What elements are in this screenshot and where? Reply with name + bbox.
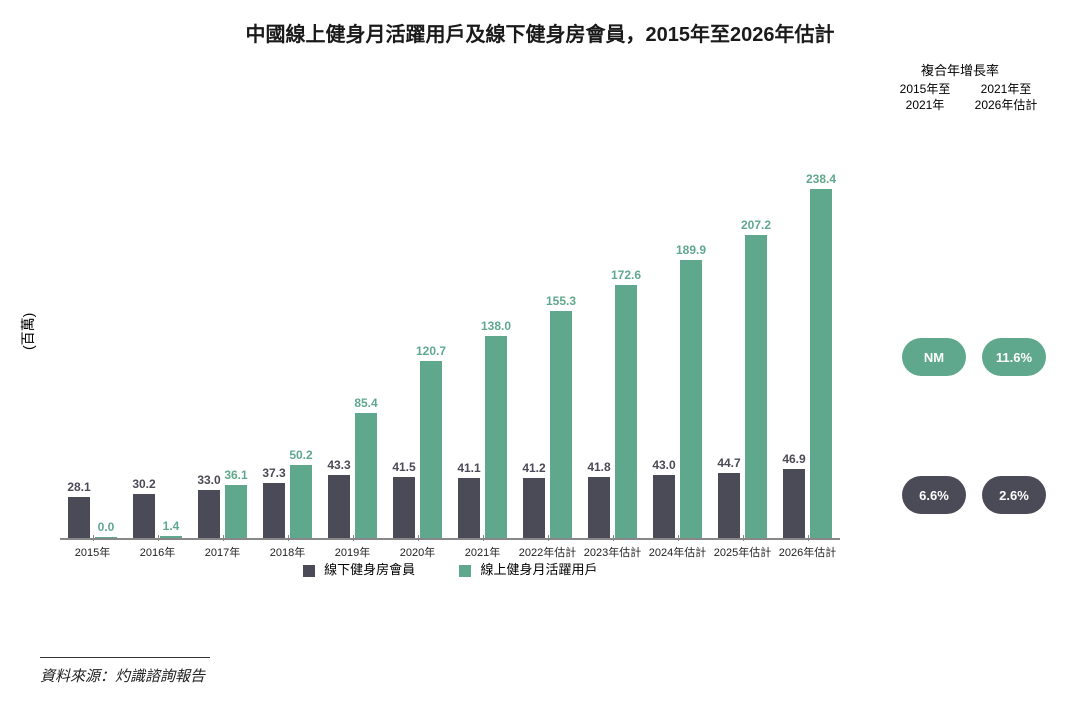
bar-label-offline: 43.3 bbox=[327, 458, 350, 475]
bar-label-offline: 41.5 bbox=[392, 460, 415, 477]
category-group: 2015年28.10.0 bbox=[60, 130, 125, 538]
bar-online: 36.1 bbox=[225, 485, 247, 538]
bar-offline: 41.2 bbox=[523, 478, 545, 538]
bar-label-online: 1.4 bbox=[163, 519, 180, 536]
bar-label-online: 189.9 bbox=[676, 243, 706, 260]
bar-label-online: 155.3 bbox=[546, 294, 576, 311]
x-category-label: 2015年 bbox=[60, 538, 125, 560]
category-group: 2018年37.350.2 bbox=[255, 130, 320, 538]
category-group: 2019年43.385.4 bbox=[320, 130, 385, 538]
legend-swatch-offline bbox=[303, 565, 315, 577]
bar-online: 0.0 bbox=[95, 537, 117, 538]
bar-offline: 44.7 bbox=[718, 473, 740, 538]
bar-label-offline: 30.2 bbox=[132, 477, 155, 494]
plot-area: 2015年28.10.02016年30.21.42017年33.036.1201… bbox=[60, 130, 840, 540]
legend: 線下健身房會員 線上健身月活躍用戶 bbox=[60, 559, 840, 578]
bar-online: 172.6 bbox=[615, 285, 637, 538]
bar-offline: 46.9 bbox=[783, 469, 805, 538]
x-category-label: 2026年估計 bbox=[775, 538, 840, 560]
bar-online: 50.2 bbox=[290, 465, 312, 539]
category-group: 2016年30.21.4 bbox=[125, 130, 190, 538]
category-group: 2020年41.5120.7 bbox=[385, 130, 450, 538]
cagr-pill-online-p2: 11.6% bbox=[982, 338, 1046, 376]
cagr-pill-offline-p1: 6.6% bbox=[902, 476, 966, 514]
cagr-pill-online-p1: NM bbox=[902, 338, 966, 376]
bar-online: 120.7 bbox=[420, 361, 442, 538]
bar-online: 1.4 bbox=[160, 536, 182, 538]
x-category-label: 2020年 bbox=[385, 538, 450, 560]
legend-label-online: 線上健身月活躍用戶 bbox=[480, 562, 597, 577]
bar-offline: 30.2 bbox=[133, 494, 155, 538]
category-group: 2021年41.1138.0 bbox=[450, 130, 515, 538]
y-axis-label: (百萬) bbox=[18, 313, 38, 350]
bar-label-offline: 41.2 bbox=[522, 461, 545, 478]
bar-label-offline: 33.0 bbox=[197, 473, 220, 490]
cagr-header: 複合年增長率 bbox=[880, 60, 1040, 79]
x-category-label: 2021年 bbox=[450, 538, 515, 560]
chart-area: 2015年28.10.02016年30.21.42017年33.036.1201… bbox=[60, 130, 840, 570]
bar-label-online: 120.7 bbox=[416, 344, 446, 361]
bar-online: 138.0 bbox=[485, 336, 507, 538]
x-category-label: 2022年估計 bbox=[515, 538, 580, 560]
bar-offline: 37.3 bbox=[263, 483, 285, 538]
bar-label-online: 138.0 bbox=[481, 319, 511, 336]
bar-label-offline: 46.9 bbox=[782, 452, 805, 469]
bar-offline: 41.8 bbox=[588, 477, 610, 538]
bar-label-offline: 44.7 bbox=[717, 456, 740, 473]
bar-label-offline: 37.3 bbox=[262, 466, 285, 483]
source-divider bbox=[40, 657, 210, 658]
bar-label-online: 85.4 bbox=[354, 396, 377, 413]
bar-offline: 28.1 bbox=[68, 497, 90, 538]
category-group: 2025年估計44.7207.2 bbox=[710, 130, 775, 538]
bar-label-online: 207.2 bbox=[741, 218, 771, 235]
bar-online: 207.2 bbox=[745, 235, 767, 538]
bar-label-online: 172.6 bbox=[611, 268, 641, 285]
bar-online: 238.4 bbox=[810, 189, 832, 538]
bar-online: 155.3 bbox=[550, 311, 572, 538]
chart-title: 中國線上健身月活躍用戶及線下健身房會員，2015年至2026年估計 bbox=[0, 0, 1080, 47]
bar-offline: 43.0 bbox=[653, 475, 675, 538]
bar-label-offline: 28.1 bbox=[67, 480, 90, 497]
x-category-label: 2023年估計 bbox=[580, 538, 645, 560]
legend-online: 線上健身月活躍用戶 bbox=[459, 559, 598, 578]
category-group: 2017年33.036.1 bbox=[190, 130, 255, 538]
bar-label-offline: 43.0 bbox=[652, 458, 675, 475]
bar-label-online: 238.4 bbox=[806, 172, 836, 189]
legend-offline: 線下健身房會員 bbox=[303, 559, 416, 578]
x-category-label: 2024年估計 bbox=[645, 538, 710, 560]
cagr-period-1: 2015年至2021年 bbox=[890, 82, 960, 113]
category-group: 2024年估計43.0189.9 bbox=[645, 130, 710, 538]
legend-swatch-online bbox=[459, 565, 471, 577]
legend-label-offline: 線下健身房會員 bbox=[324, 562, 415, 577]
bar-label-offline: 41.1 bbox=[457, 461, 480, 478]
bar-offline: 43.3 bbox=[328, 475, 350, 538]
bar-online: 85.4 bbox=[355, 413, 377, 538]
bar-label-online: 50.2 bbox=[289, 448, 312, 465]
bar-label-online: 36.1 bbox=[224, 468, 247, 485]
x-category-label: 2016年 bbox=[125, 538, 190, 560]
category-group: 2026年估計46.9238.4 bbox=[775, 130, 840, 538]
bar-offline: 41.5 bbox=[393, 477, 415, 538]
bar-offline: 41.1 bbox=[458, 478, 480, 538]
bar-offline: 33.0 bbox=[198, 490, 220, 538]
cagr-period-2: 2021年至2026年估計 bbox=[966, 82, 1046, 113]
x-category-label: 2018年 bbox=[255, 538, 320, 560]
bar-online: 189.9 bbox=[680, 260, 702, 538]
cagr-pill-offline-p2: 2.6% bbox=[982, 476, 1046, 514]
x-category-label: 2017年 bbox=[190, 538, 255, 560]
category-group: 2023年估計41.8172.6 bbox=[580, 130, 645, 538]
x-category-label: 2019年 bbox=[320, 538, 385, 560]
bar-label-online: 0.0 bbox=[98, 520, 115, 537]
category-group: 2022年估計41.2155.3 bbox=[515, 130, 580, 538]
source-label: 資料來源：灼識諮詢報告 bbox=[40, 665, 205, 686]
bar-label-offline: 41.8 bbox=[587, 460, 610, 477]
x-category-label: 2025年估計 bbox=[710, 538, 775, 560]
